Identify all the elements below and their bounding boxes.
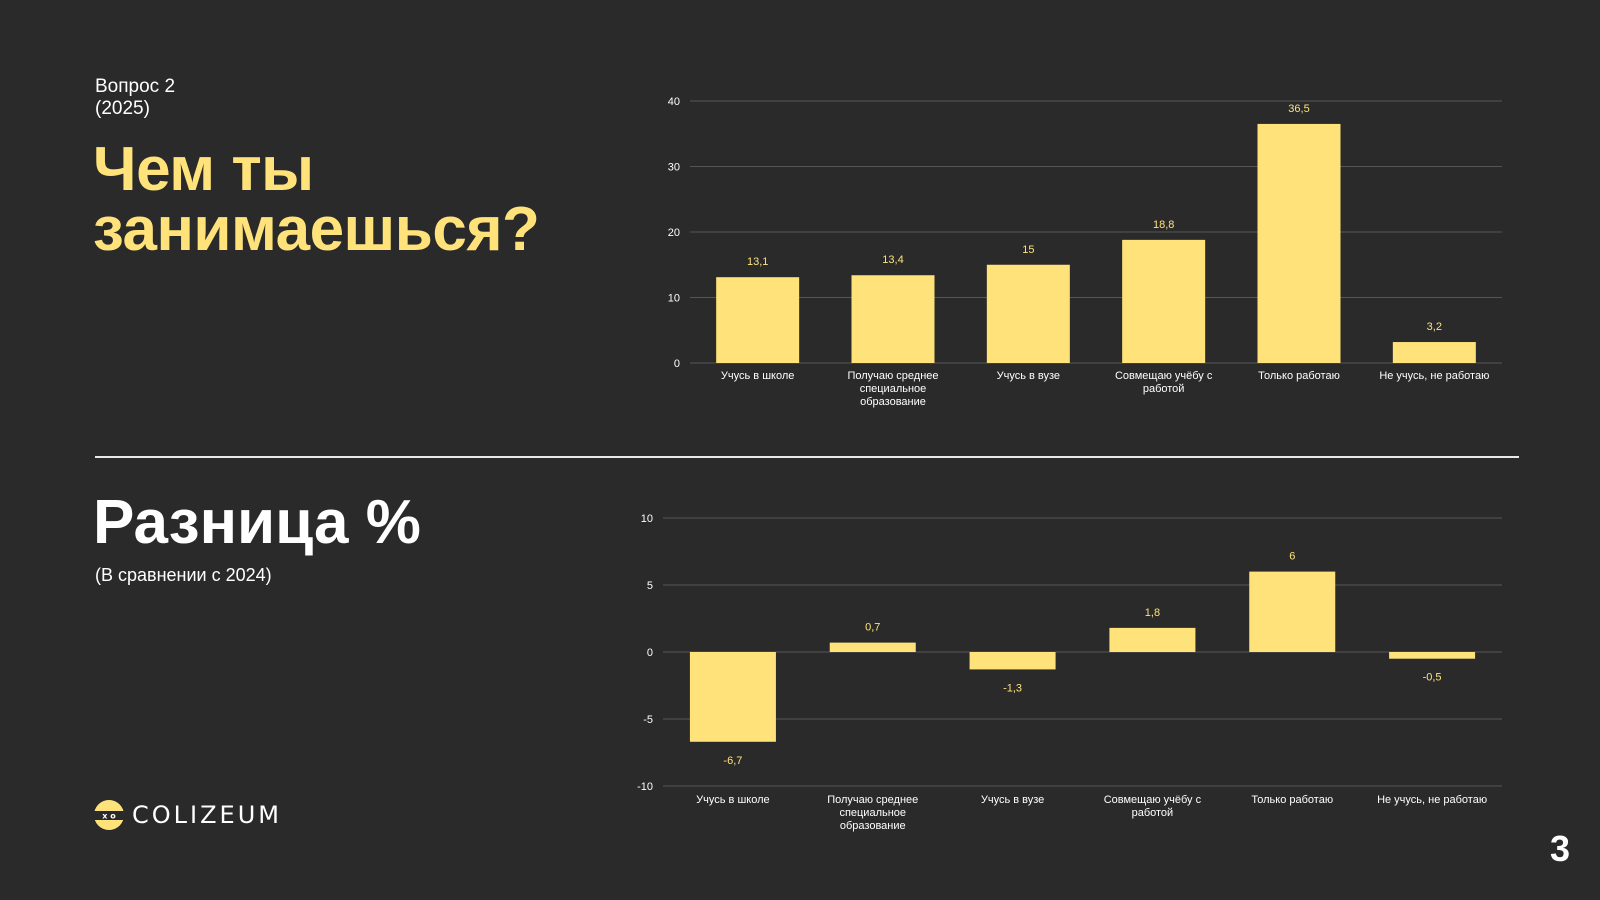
page-number: 3 <box>1549 828 1570 869</box>
x-tick-label: Не учусь, не работаю <box>1379 370 1489 382</box>
data-label: 3,2 <box>1427 321 1442 333</box>
bar <box>1122 239 1206 363</box>
x-tick-label: специальное <box>860 383 927 395</box>
y-tick-label: 5 <box>647 580 653 592</box>
x-tick-label: Только работаю <box>1251 794 1333 806</box>
y-tick-label: -10 <box>637 781 653 793</box>
bar <box>1257 123 1341 363</box>
x-tick-label: Совмещаю учёбу с <box>1115 370 1213 382</box>
logo-text: COLIZEUM <box>132 801 282 829</box>
bar <box>829 642 916 652</box>
colizeum-mask-icon: x o <box>94 800 124 830</box>
data-label: 0,7 <box>865 622 880 634</box>
data-label: -0,5 <box>1423 672 1442 684</box>
y-tick-label: 0 <box>674 358 680 370</box>
x-tick-label: Совмещаю учёбу с <box>1104 794 1202 806</box>
x-tick-label: Учусь в школе <box>721 370 794 382</box>
y-tick-label: 40 <box>668 96 680 108</box>
difference-subtitle: (В сравнении с 2024) <box>95 565 272 585</box>
y-tick-label: 0 <box>647 647 653 659</box>
y-tick-label: 30 <box>668 162 680 174</box>
data-label: 13,4 <box>882 254 903 266</box>
bar <box>969 652 1056 670</box>
bar <box>1249 571 1336 652</box>
x-tick-label: образование <box>860 396 926 408</box>
bar <box>1389 652 1476 659</box>
x-tick-label: Получаю среднее <box>827 794 918 806</box>
svg-text:x o: x o <box>102 812 116 821</box>
x-tick-label: Только работаю <box>1258 370 1340 382</box>
bar <box>851 275 935 363</box>
section-divider <box>95 456 1519 458</box>
x-tick-label: работой <box>1132 807 1174 819</box>
data-label: 13,1 <box>747 256 768 268</box>
brand-logo: x o COLIZEUM <box>94 800 282 830</box>
bar <box>689 652 776 742</box>
x-tick-label: Получаю среднее <box>847 370 938 382</box>
difference-bar-chart: -10 -5 0 5 10 -6,7 Учусь в школе 0,7 Получаю сре… <box>637 513 1502 832</box>
x-tick-label: образование <box>840 820 906 832</box>
bar <box>716 277 800 363</box>
bar <box>986 264 1070 363</box>
x-tick-label: Учусь в школе <box>696 794 769 806</box>
y-tick-label: -5 <box>643 714 653 726</box>
x-tick-label: специальное <box>839 807 906 819</box>
page-title: Чем ты занимаешься? <box>93 135 613 264</box>
occupation-bar-chart: 0 10 20 30 40 13,1 Учусь в школе 13,4 Получаю ср… <box>668 96 1502 408</box>
x-tick-label: Учусь в вузе <box>997 370 1060 382</box>
question-label: Вопрос 2 (2025) <box>95 76 175 120</box>
data-label: 18,8 <box>1153 219 1174 231</box>
data-label: 1,8 <box>1145 607 1160 619</box>
x-tick-label: работой <box>1143 383 1185 395</box>
bar <box>1109 627 1196 652</box>
data-label: -1,3 <box>1003 682 1022 694</box>
page-title-line-1: Чем ты <box>93 135 314 204</box>
page-title-line-2: занимаешься? <box>93 195 540 264</box>
y-tick-label: 10 <box>641 513 653 525</box>
y-tick-label: 10 <box>668 293 680 305</box>
question-number: Вопрос 2 <box>95 76 176 97</box>
data-label: 15 <box>1022 244 1034 256</box>
x-tick-label: Учусь в вузе <box>981 794 1044 806</box>
question-year: (2025) <box>95 98 150 119</box>
bar <box>1392 342 1476 363</box>
data-label: 6 <box>1289 551 1295 563</box>
data-label: -6,7 <box>723 755 742 767</box>
x-tick-label: Не учусь, не работаю <box>1377 794 1487 806</box>
difference-title: Разница % <box>93 488 421 557</box>
data-label: 36,5 <box>1288 103 1309 115</box>
y-tick-label: 20 <box>668 227 680 239</box>
